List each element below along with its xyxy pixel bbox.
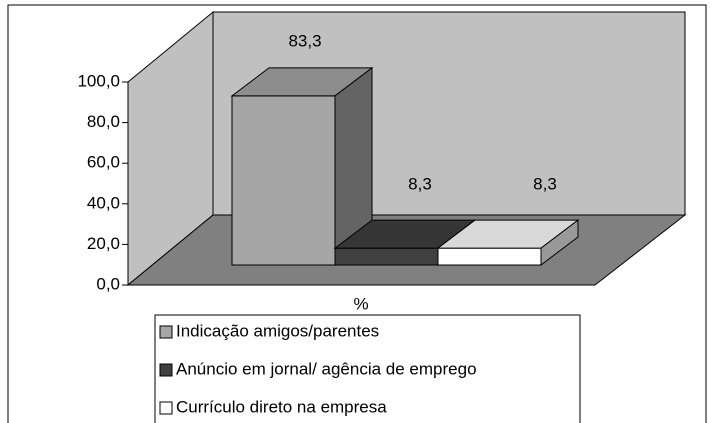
chart-frame [7,4,707,423]
y-tick-label: 20,0 [87,234,120,253]
legend [154,314,581,423]
legend-label: Anúncio em jornal/ agência de emprego [176,359,477,378]
value-label: 83,3 [288,31,321,50]
x-tick-label: % [353,294,368,313]
y-tick-label: 80,0 [87,112,120,131]
bar-front [231,95,336,266]
value-label: 8,3 [408,174,432,193]
bar-front [437,247,542,266]
legend-label: Currículo direto na empresa [176,397,387,416]
y-tick-label: 60,0 [87,153,120,172]
bar-front [334,247,439,266]
legend-swatch [159,325,173,339]
legend-label: Indicação amigos/parentes [176,321,379,340]
y-tick-label: 40,0 [87,193,120,212]
legend-swatch [159,401,173,415]
y-tick-label: 0,0 [96,274,120,293]
y-tick-label: 100,0 [77,71,120,90]
bar-side [540,219,579,267]
value-label: 8,3 [533,174,557,193]
legend-swatch [159,363,173,377]
